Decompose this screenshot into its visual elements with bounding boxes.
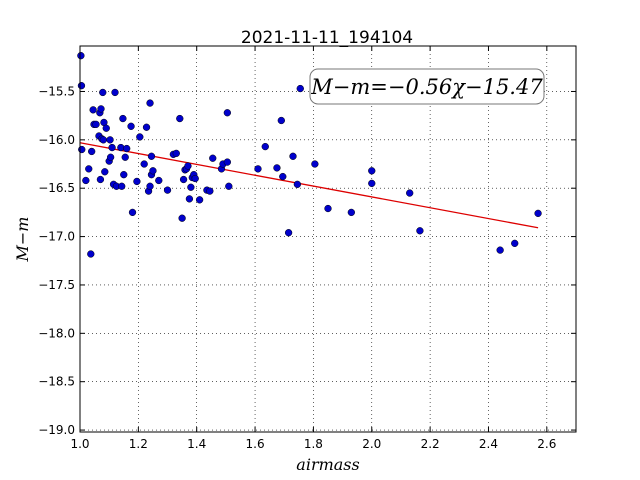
data-point bbox=[85, 165, 93, 173]
x-tick-label: 1.2 bbox=[129, 437, 148, 451]
data-point bbox=[155, 176, 163, 185]
x-tick-label: 2.2 bbox=[421, 437, 440, 451]
data-point bbox=[96, 175, 105, 184]
y-tick-label: −17.0 bbox=[38, 230, 75, 244]
data-point bbox=[99, 136, 107, 144]
x-tick-label: 1.8 bbox=[304, 437, 323, 451]
data-point bbox=[133, 177, 141, 186]
data-point bbox=[187, 183, 195, 191]
fit-line-group bbox=[79, 142, 539, 229]
data-point bbox=[273, 164, 281, 172]
data-point bbox=[123, 144, 131, 153]
data-point bbox=[142, 123, 151, 131]
data-point bbox=[406, 189, 414, 197]
data-point bbox=[127, 122, 135, 130]
data-point bbox=[368, 179, 376, 188]
x-tick-label: 1.0 bbox=[70, 437, 89, 451]
data-point bbox=[119, 114, 127, 123]
data-point bbox=[223, 158, 231, 166]
data-point bbox=[77, 82, 86, 90]
data-point bbox=[289, 152, 297, 160]
data-point bbox=[106, 136, 114, 144]
data-point bbox=[191, 174, 199, 183]
data-point bbox=[108, 143, 116, 152]
fit-line bbox=[79, 142, 539, 229]
data-point bbox=[163, 186, 172, 194]
data-point bbox=[534, 209, 542, 218]
y-tick-label: −16.5 bbox=[38, 181, 75, 195]
data-point bbox=[102, 124, 110, 132]
data-points bbox=[77, 52, 542, 258]
data-point bbox=[92, 120, 100, 129]
data-point bbox=[311, 160, 319, 168]
data-point bbox=[99, 88, 107, 97]
data-point bbox=[136, 133, 144, 141]
y-tick-label: −18.0 bbox=[38, 326, 75, 340]
data-point bbox=[223, 109, 231, 117]
axis-ticks: 1.0 1.2 1.4 1.6 1.8 2.0 2.2 2.4 2.6 −15.5 −16.0 −16… bbox=[38, 46, 576, 451]
data-point bbox=[121, 153, 129, 161]
data-point bbox=[206, 187, 214, 195]
y-tick-label: −17.5 bbox=[38, 278, 75, 292]
data-point bbox=[277, 116, 285, 125]
data-point bbox=[88, 147, 96, 156]
data-point bbox=[146, 99, 154, 107]
y-tick-label: −18.5 bbox=[38, 375, 75, 389]
data-point bbox=[324, 204, 332, 213]
data-point bbox=[184, 162, 192, 170]
data-point bbox=[101, 168, 109, 176]
data-point bbox=[293, 180, 302, 188]
data-point bbox=[209, 154, 217, 162]
data-point bbox=[82, 176, 90, 185]
data-point bbox=[128, 208, 137, 217]
x-tick-label: 2.6 bbox=[537, 437, 556, 451]
data-point bbox=[368, 167, 376, 175]
data-point bbox=[111, 88, 119, 97]
data-point bbox=[511, 239, 519, 248]
data-point bbox=[77, 52, 85, 60]
data-point bbox=[195, 196, 204, 204]
data-point bbox=[261, 142, 269, 151]
y-tick-label: −16.0 bbox=[38, 133, 75, 147]
data-point bbox=[254, 165, 262, 173]
x-tick-label: 1.6 bbox=[246, 437, 265, 451]
y-tick-label: −19.0 bbox=[38, 423, 75, 437]
data-point bbox=[97, 105, 105, 113]
data-point bbox=[146, 182, 154, 190]
data-point bbox=[178, 214, 186, 222]
data-point bbox=[118, 182, 126, 190]
data-point bbox=[279, 172, 287, 181]
chart-title: 2021-11-11_194104 bbox=[241, 28, 413, 48]
fit-equation: M−m=−0.56χ−15.47 bbox=[310, 75, 543, 99]
annotation-box bbox=[309, 68, 545, 105]
data-point bbox=[225, 182, 233, 190]
plot-frame bbox=[79, 45, 577, 433]
x-tick-label: 2.0 bbox=[362, 437, 381, 451]
data-point bbox=[147, 152, 156, 160]
data-point bbox=[149, 167, 157, 175]
data-point bbox=[176, 114, 184, 123]
data-point bbox=[106, 153, 115, 161]
data-point bbox=[87, 250, 95, 258]
data-point bbox=[140, 160, 148, 168]
data-point bbox=[172, 149, 180, 158]
data-point bbox=[185, 195, 194, 203]
data-point bbox=[120, 171, 128, 179]
fit-annotation: M−m=−0.56χ−15.47 bbox=[309, 68, 545, 105]
data-point bbox=[78, 145, 86, 154]
x-tick-label: 2.4 bbox=[479, 437, 498, 451]
data-point bbox=[296, 84, 304, 93]
y-axis-label: M−m bbox=[13, 217, 32, 263]
x-axis-label: airmass bbox=[296, 455, 359, 474]
y-tick-label: −15.5 bbox=[38, 84, 75, 98]
x-tick-label: 1.4 bbox=[187, 437, 206, 451]
data-point bbox=[496, 246, 504, 254]
data-point bbox=[89, 106, 97, 114]
data-point bbox=[416, 227, 424, 235]
data-point bbox=[179, 175, 188, 184]
data-point bbox=[347, 208, 355, 217]
data-point bbox=[284, 229, 293, 237]
